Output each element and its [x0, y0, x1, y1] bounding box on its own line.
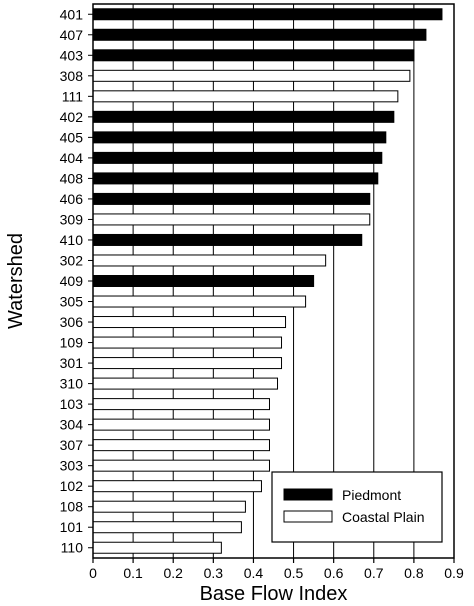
legend-label: Piedmont	[342, 487, 401, 503]
y-tick-label: 410	[60, 232, 84, 248]
x-tick-label: 0.6	[324, 565, 344, 581]
y-tick-label: 308	[60, 68, 84, 84]
bar-406	[92, 192, 371, 205]
bar-306	[92, 316, 287, 329]
y-tick-label: 306	[60, 314, 84, 330]
y-tick-label: 301	[60, 355, 84, 371]
y-tick-label: 302	[60, 252, 84, 268]
bar-103	[92, 398, 270, 411]
y-tick-label: 305	[60, 294, 84, 310]
x-tick-label: 0.2	[163, 565, 183, 581]
x-tick-label: 0.8	[404, 565, 424, 581]
bar-102	[92, 480, 262, 493]
bar-309	[92, 213, 371, 226]
y-tick-label: 102	[60, 478, 84, 494]
x-axis-title: Base Flow Index	[200, 583, 348, 605]
bar-109	[92, 336, 283, 349]
y-tick-label: 408	[60, 170, 84, 186]
plot-frame	[92, 3, 455, 559]
bar-402	[92, 110, 395, 123]
y-tick-labels: 401 407 403 308 111 402 405 404 408 406 309 410 302 4…	[60, 6, 93, 556]
bar-405	[92, 131, 387, 144]
y-tick-label: 307	[60, 437, 84, 453]
legend-box	[271, 471, 443, 543]
bar-401	[92, 8, 443, 21]
x-tick-label: 0.7	[364, 565, 384, 581]
bar-304	[92, 418, 270, 431]
y-tick-label: 409	[60, 273, 84, 289]
bar-310	[92, 377, 279, 390]
bar-404	[92, 151, 383, 164]
y-tick-label: 303	[60, 458, 84, 474]
bar-101	[92, 521, 242, 534]
y-tick-label: 309	[60, 211, 84, 227]
y-tick-label: 406	[60, 191, 84, 207]
y-tick-label: 108	[60, 499, 84, 515]
bar-307	[92, 439, 270, 452]
y-tick-label: 404	[60, 150, 84, 166]
bar-308	[92, 69, 411, 82]
x-tick-label: 0.4	[244, 565, 264, 581]
legend-label: Coastal Plain	[342, 509, 425, 525]
bar-302	[92, 254, 327, 267]
bar-409	[92, 275, 315, 287]
bar-305	[92, 295, 307, 308]
x-ticks: 0 0.1 0.2 0.3 0.4 0.5 0.6 0.7 0.8 0.9	[89, 558, 464, 581]
y-tick-label: 407	[60, 27, 84, 43]
bar-303	[92, 459, 270, 472]
bars	[92, 8, 443, 554]
x-tick-label: 0.9	[444, 565, 464, 581]
y-tick-label: 403	[60, 47, 84, 63]
bar-301	[92, 357, 283, 370]
bar-410	[92, 233, 363, 246]
bar-110	[92, 541, 222, 554]
x-tick-label: 0.1	[123, 565, 143, 581]
bar-111	[92, 90, 399, 103]
legend-swatch	[283, 510, 333, 523]
y-tick-label: 101	[60, 519, 84, 535]
y-tick-label: 109	[60, 335, 84, 351]
bar-403	[92, 49, 415, 62]
x-tick-label: 0.5	[284, 565, 304, 581]
y-tick-label: 111	[62, 88, 83, 104]
bar-407	[92, 28, 427, 41]
y-tick-label: 405	[60, 129, 84, 145]
bar-108	[92, 500, 246, 513]
y-tick-label: 110	[61, 540, 84, 556]
bar-408	[92, 172, 379, 185]
y-tick-label: 304	[60, 417, 84, 433]
y-axis-title: Watershed	[5, 233, 27, 329]
x-tick-label: 0.3	[204, 565, 224, 581]
y-tick-label: 402	[60, 109, 84, 125]
y-tick-label: 310	[60, 376, 84, 392]
legend-swatch	[283, 488, 333, 501]
legend: Piedmont Coastal Plain	[271, 471, 443, 543]
x-tick-label: 0	[89, 565, 97, 581]
y-tick-label: 103	[60, 396, 84, 412]
y-tick-label: 401	[60, 6, 84, 22]
